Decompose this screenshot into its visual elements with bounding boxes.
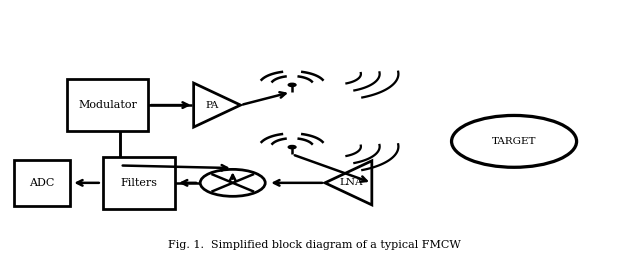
Polygon shape: [193, 83, 241, 127]
Text: LNA: LNA: [340, 178, 363, 187]
Bar: [67, 79, 148, 131]
Bar: [14, 160, 70, 206]
Circle shape: [452, 116, 577, 167]
Text: PA: PA: [205, 101, 219, 110]
Text: Fig. 1.  Simplified block diagram of a typical FMCW: Fig. 1. Simplified block diagram of a ty…: [168, 240, 460, 250]
Circle shape: [200, 169, 265, 196]
Text: ADC: ADC: [30, 178, 55, 188]
Circle shape: [288, 145, 296, 149]
Circle shape: [288, 83, 296, 86]
Text: Modulator: Modulator: [78, 100, 137, 110]
Text: TARGET: TARGET: [492, 137, 536, 146]
Polygon shape: [325, 161, 372, 205]
Bar: [103, 157, 175, 209]
Text: Filters: Filters: [121, 178, 158, 188]
